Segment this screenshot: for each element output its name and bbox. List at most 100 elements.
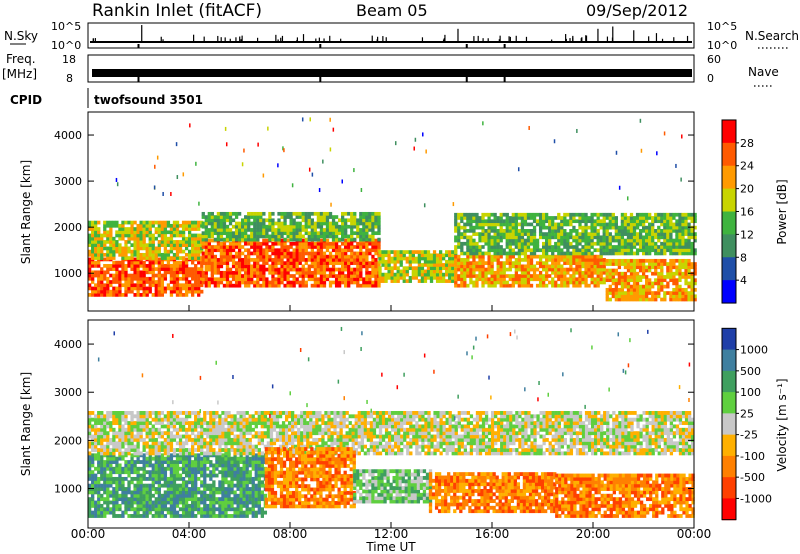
range-gate-cell — [94, 514, 98, 518]
range-gate-cell — [88, 463, 92, 468]
range-gate-cell — [475, 283, 479, 288]
range-gate-cell — [260, 507, 264, 512]
range-gate-cell — [224, 487, 228, 491]
range-gate-cell — [88, 267, 92, 271]
range-gate-cell — [475, 267, 479, 272]
range-gate-cell — [222, 251, 227, 256]
range-gate-cell — [602, 261, 606, 265]
range-gate-cell — [602, 238, 606, 243]
range-gate-cell — [423, 259, 428, 264]
range-gate-cell — [250, 258, 254, 262]
range-gate-cell — [322, 159, 324, 164]
range-gate-cell — [88, 470, 92, 475]
range-gate-cell — [295, 245, 299, 249]
range-gate-cell — [538, 283, 543, 288]
range-gate-cell — [356, 264, 360, 269]
range-gate-cell — [572, 248, 576, 253]
range-gate-cell — [175, 463, 180, 468]
range-gate-cell — [605, 287, 609, 292]
range-gate-cell — [638, 278, 643, 283]
range-gate-cell — [271, 237, 275, 242]
range-gate-cell — [247, 228, 251, 232]
range-gate-cell — [139, 293, 143, 297]
range-gate-cell — [242, 493, 246, 498]
range-gate-cell — [684, 291, 688, 295]
range-gate-cell — [316, 261, 321, 265]
range-gate-cell — [523, 251, 528, 256]
range-gate-cell — [244, 254, 248, 259]
range-gate-cell — [563, 238, 567, 243]
range-gate-cell — [347, 241, 351, 246]
range-gate-cell — [411, 250, 415, 254]
range-gate-cell — [341, 231, 345, 236]
range-gate-cell — [551, 283, 555, 288]
range-gate-cell — [378, 279, 382, 283]
range-gate-cell — [374, 221, 378, 226]
range-gate-cell — [322, 234, 327, 239]
range-gate-cell — [295, 224, 299, 229]
range-gate-cell — [121, 293, 125, 297]
range-gate-cell — [353, 215, 357, 219]
range-gate-cell — [148, 267, 152, 271]
range-gate-cell — [221, 476, 225, 481]
range-gate-cell — [651, 281, 655, 286]
range-gate-cell — [91, 280, 95, 284]
range-gate-cell — [693, 268, 697, 273]
range-gate-cell — [178, 260, 183, 265]
range-gate-cell — [151, 487, 155, 491]
range-gate-cell — [581, 270, 585, 275]
range-gate-cell — [322, 228, 327, 232]
range-gate-cell — [505, 225, 509, 230]
range-gate-cell — [133, 470, 137, 475]
range-gate-cell — [175, 497, 180, 502]
range-gate-cell — [399, 263, 403, 267]
range-gate-cell — [514, 274, 519, 278]
range-gate-cell — [115, 514, 119, 518]
range-gate-cell — [209, 483, 213, 488]
range-gate-cell — [654, 291, 658, 295]
range-gate-cell — [307, 211, 311, 216]
range-gate-cell — [103, 289, 107, 294]
range-gate-cell — [121, 227, 125, 231]
range-gate-cell — [160, 463, 165, 468]
range-gate-cell — [316, 224, 321, 229]
range-gate-cell — [219, 258, 224, 262]
range-gate-cell — [245, 463, 249, 468]
range-gate-cell — [466, 245, 470, 249]
range-gate-cell — [148, 220, 152, 225]
range-gate-cell — [163, 480, 168, 485]
range-gate-cell — [328, 261, 333, 265]
range-gate-cell — [97, 510, 101, 515]
range-gate-cell — [160, 273, 165, 278]
range-gate-cell — [295, 237, 299, 242]
range-gate-cell — [148, 470, 152, 475]
range-gate-cell — [201, 251, 205, 256]
range-gate-cell — [690, 235, 694, 240]
range-gate-cell — [274, 241, 278, 246]
range-gate-cell — [693, 265, 697, 270]
range-gate-cell — [329, 147, 332, 152]
range-gate-cell — [154, 289, 158, 294]
range-gate-cell — [209, 500, 213, 505]
range-gate-cell — [148, 289, 152, 294]
range-gate-cell — [139, 480, 143, 485]
range-gate-cell — [295, 261, 299, 265]
range-gate-cell — [181, 493, 186, 498]
range-gate-cell — [545, 277, 549, 282]
range-gate-cell — [316, 254, 321, 259]
range-gate-cell — [654, 251, 658, 256]
range-gate-cell — [331, 221, 336, 226]
range-gate-cell — [578, 238, 582, 243]
range-gate-cell — [505, 283, 509, 288]
range-gate-cell — [251, 500, 255, 505]
range-gate-cell — [654, 265, 658, 270]
range-gate-cell — [520, 283, 525, 288]
range-gate-cell — [237, 270, 242, 275]
range-gate-cell — [578, 216, 582, 220]
range-gate-cell — [353, 251, 357, 256]
range-gate-cell — [617, 291, 622, 295]
range-gate-cell — [429, 272, 434, 277]
range-gate-cell — [234, 245, 239, 249]
range-gate-cell — [493, 280, 497, 285]
range-gate-cell — [218, 510, 222, 515]
